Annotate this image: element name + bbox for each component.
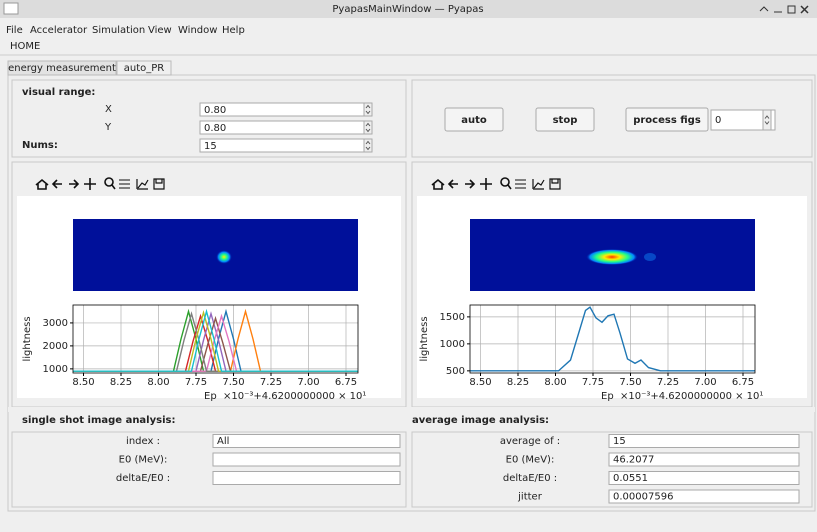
- input-value[interactable]: 0.80: [204, 123, 226, 134]
- x-tick-label: 8.25: [110, 377, 132, 388]
- beam-spot: [644, 253, 656, 261]
- y-axis-label: lightness: [419, 316, 430, 361]
- plot-area: [73, 305, 358, 373]
- menu-item[interactable]: Accelerator: [30, 25, 88, 36]
- text-input[interactable]: [213, 453, 400, 466]
- x-tick-label: 8.50: [72, 377, 94, 388]
- x-offset-label: ×10⁻³+4.6200000000 × 10¹: [620, 391, 763, 402]
- menu-item[interactable]: Help: [222, 25, 245, 36]
- toolbar-button[interactable]: HOME: [10, 41, 40, 52]
- beam-spot: [216, 250, 232, 264]
- field-label: index :: [126, 436, 160, 447]
- section-title: average image analysis:: [412, 415, 549, 426]
- input-value[interactable]: 0.00007596: [613, 492, 673, 503]
- input-value[interactable]: 46.2077: [613, 455, 654, 466]
- beam-spot: [586, 249, 638, 265]
- app-window: PyapasMainWindow — Pyapas File Accelerator…: [0, 0, 817, 532]
- spin-buttons[interactable]: [763, 110, 771, 130]
- x-tick-label: 7.75: [185, 377, 207, 388]
- input-value[interactable]: 15: [613, 436, 626, 447]
- y-tick-label: 500: [446, 366, 465, 377]
- menu-item[interactable]: Simulation: [92, 25, 145, 36]
- x-tick-label: 6.75: [335, 377, 357, 388]
- button-label[interactable]: auto: [461, 115, 487, 126]
- menu-item[interactable]: File: [6, 25, 23, 36]
- toolbar: [0, 38, 817, 54]
- x-tick-label: 8.50: [469, 377, 491, 388]
- field-label: Y: [104, 122, 112, 133]
- field-label: Nums:: [22, 140, 58, 151]
- section-title: visual range:: [22, 87, 95, 98]
- panel-gap: [8, 407, 815, 412]
- y-axis-label: lightness: [22, 316, 33, 361]
- input-value[interactable]: All: [217, 436, 229, 447]
- spin-input[interactable]: [200, 139, 372, 152]
- y-tick-label: 1000: [440, 339, 465, 350]
- y-tick-label: 1500: [440, 312, 465, 323]
- x-tick-label: 7.75: [582, 377, 604, 388]
- x-tick-label: 7.50: [222, 377, 244, 388]
- x-tick-label: 7.00: [694, 377, 716, 388]
- input-value[interactable]: 0.80: [204, 105, 226, 116]
- x-tick-label: 8.25: [507, 377, 529, 388]
- x-axis-label: Ep: [204, 391, 217, 402]
- field-label: average of :: [500, 436, 560, 447]
- field-label: E0 (MeV):: [506, 455, 555, 466]
- x-tick-label: 7.25: [260, 377, 282, 388]
- text-input[interactable]: [609, 435, 799, 448]
- x-axis-label: Ep: [601, 391, 614, 402]
- text-input[interactable]: [213, 435, 400, 448]
- app-icon: [4, 3, 18, 14]
- single-shot-image: [73, 219, 358, 291]
- button-label[interactable]: stop: [553, 115, 578, 126]
- x-tick-label: 8.00: [544, 377, 566, 388]
- y-tick-label: 1000: [43, 364, 68, 375]
- menu-item[interactable]: View: [148, 25, 172, 36]
- x-tick-label: 7.25: [657, 377, 679, 388]
- window-title: PyapasMainWindow — Pyapas: [332, 4, 483, 15]
- menu-item[interactable]: Window: [178, 25, 217, 36]
- x-tick-label: 8.00: [147, 377, 169, 388]
- input-value[interactable]: 15: [204, 141, 217, 152]
- tab-label[interactable]: auto_PR: [124, 63, 165, 74]
- section-title: single shot image analysis:: [22, 415, 175, 426]
- x-tick-label: 6.75: [732, 377, 754, 388]
- y-tick-label: 2000: [43, 341, 68, 352]
- field-label: jitter: [517, 492, 543, 503]
- x-offset-label: ×10⁻³+4.6200000000 × 10¹: [223, 391, 366, 402]
- button-label[interactable]: process figs: [633, 115, 701, 126]
- input-value[interactable]: 0: [715, 115, 721, 126]
- text-input[interactable]: [213, 472, 400, 485]
- field-label: deltaE/E0 :: [116, 473, 170, 484]
- x-tick-label: 7.50: [619, 377, 641, 388]
- field-label: E0 (MeV):: [119, 455, 168, 466]
- field-label: X: [105, 104, 112, 115]
- input-value[interactable]: 0.0551: [613, 473, 648, 484]
- tab-label[interactable]: energy measurement: [8, 63, 116, 74]
- y-tick-label: 3000: [43, 318, 68, 329]
- x-tick-label: 7.00: [297, 377, 319, 388]
- field-label: deltaE/E0 :: [503, 473, 557, 484]
